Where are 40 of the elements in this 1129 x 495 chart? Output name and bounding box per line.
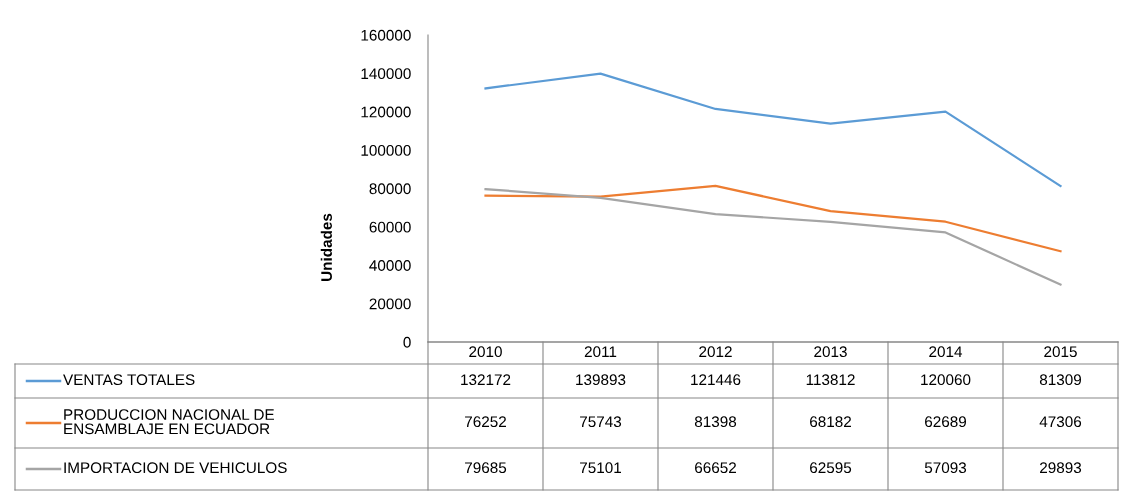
data-label: 76252 [465, 416, 506, 428]
x-tick-label: 2015 [1044, 346, 1077, 358]
data-label: 68182 [810, 416, 851, 428]
x-tick-label: 2010 [469, 346, 502, 358]
y-tick-label: 60000 [369, 221, 411, 233]
data-label: 79685 [465, 462, 507, 474]
y-tick-label: 120000 [361, 106, 411, 118]
line-series [484, 187, 1062, 286]
data-label: 75743 [580, 416, 622, 428]
data-label: 66652 [695, 462, 736, 474]
data-label: 121446 [691, 374, 741, 386]
data-label: 120060 [921, 374, 971, 386]
x-tick-label: 2014 [929, 346, 963, 358]
data-label: 81309 [1039, 374, 1082, 386]
y-tick-label: 20000 [369, 298, 411, 310]
data-label: 29893 [1040, 462, 1082, 474]
data-label: 62595 [810, 462, 852, 474]
x-tick-label: 2012 [699, 346, 732, 358]
line-series [484, 184, 1062, 253]
x-tick-label: 2011 [584, 346, 617, 358]
data-label: 47306 [1039, 416, 1082, 428]
x-tick-label: 2013 [814, 346, 847, 358]
line-series [484, 72, 1062, 188]
data-label: 75101 [580, 462, 621, 474]
y-tick-label: 160000 [361, 29, 411, 41]
y-tick-label: 140000 [361, 68, 411, 80]
data-label: 132172 [461, 374, 511, 386]
y-tick-label: 100000 [361, 144, 411, 156]
data-label: 62689 [925, 416, 967, 428]
data-label: 113812 [806, 374, 855, 386]
y-tick-label: 0 [403, 336, 411, 348]
y-tick-label: 80000 [369, 183, 411, 195]
legend-label: PRODUCCION NACIONAL DE ENSAMBLAJE EN ECUADOR [64, 409, 274, 435]
y-axis-title: Unidades [320, 213, 332, 281]
legend-label: IMPORTACION DE VEHICULOS [64, 462, 287, 474]
data-label: 139893 [576, 374, 626, 386]
data-label: 81398 [694, 416, 737, 428]
data-label: 57093 [924, 462, 967, 474]
legend-label: VENTAS TOTALES [63, 374, 195, 386]
y-tick-label: 40000 [369, 260, 411, 271]
